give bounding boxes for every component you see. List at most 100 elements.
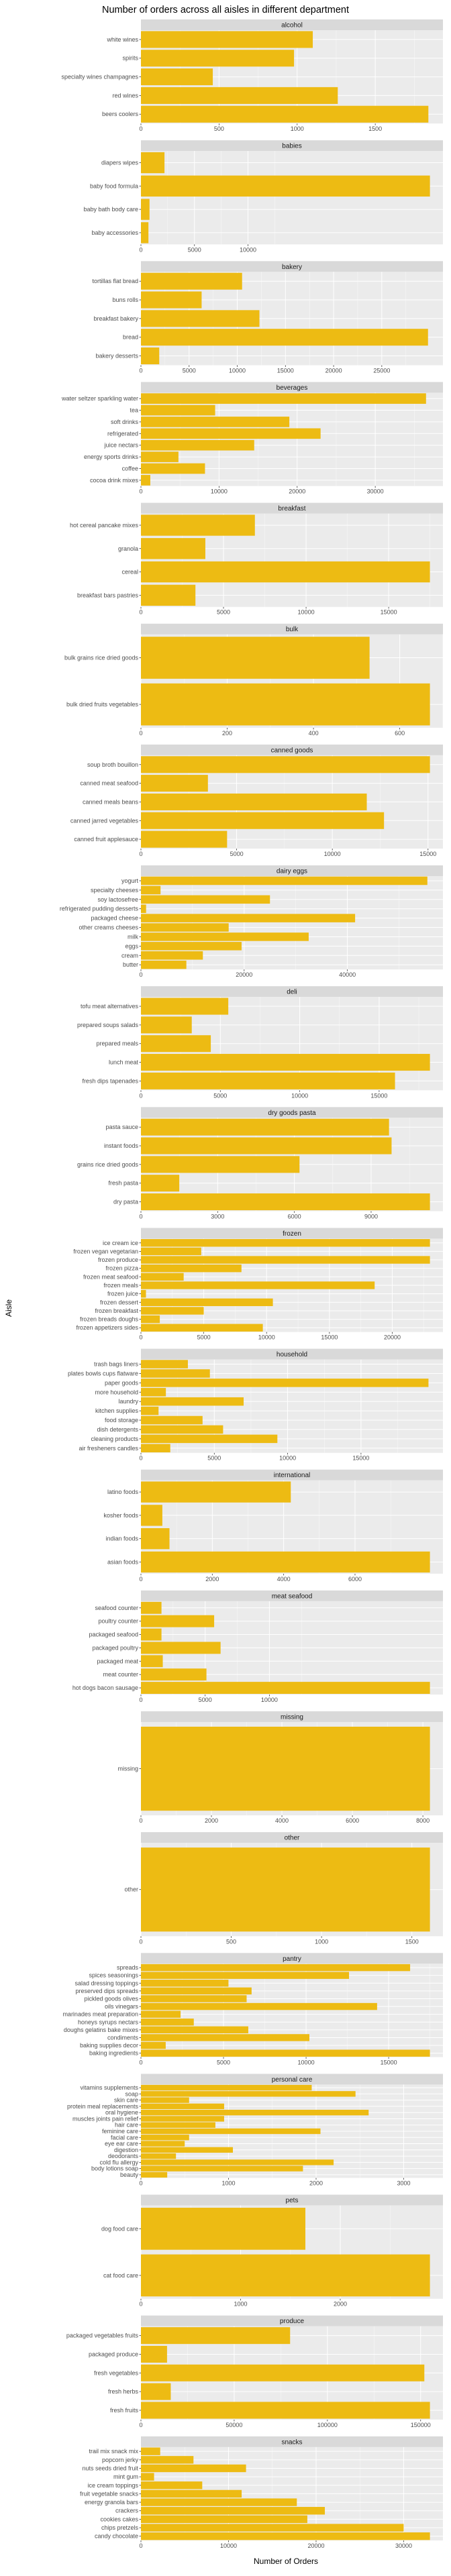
category-label: pasta sauce bbox=[105, 1124, 138, 1130]
bar-vitamins-supplements bbox=[141, 2084, 312, 2091]
bar-energy-sports-drinks bbox=[141, 451, 179, 462]
x-tick-label: 10000 bbox=[258, 1334, 275, 1341]
facet-panels: alcohol white wines spirits specialty wines… bbox=[60, 19, 444, 2549]
category-label: diapers wipes bbox=[101, 160, 139, 166]
bar-soap bbox=[141, 2091, 356, 2097]
x-tick-label: 15000 bbox=[419, 851, 436, 857]
facet-strip-label: breakfast bbox=[278, 505, 305, 513]
category-label: bakery desserts bbox=[95, 353, 138, 360]
category-label: fresh fruits bbox=[110, 2407, 139, 2414]
category-label: trail mix snack mix bbox=[89, 2448, 138, 2455]
x-tick-label: 15000 bbox=[321, 1334, 338, 1341]
x-tick-label: 10000 bbox=[220, 2542, 237, 2549]
x-tick-label: 5000 bbox=[230, 851, 244, 857]
category-label: eye ear care bbox=[105, 2141, 138, 2147]
x-tick-label: 0 bbox=[139, 246, 142, 253]
category-label: frozen juice bbox=[107, 1291, 138, 1297]
category-label: frozen appetizers sides bbox=[76, 1324, 138, 1331]
category-label: other bbox=[124, 1886, 138, 1893]
category-label: poultry counter bbox=[98, 1618, 138, 1625]
x-tick-label: 0 bbox=[139, 971, 142, 978]
bar-condiments bbox=[141, 2034, 309, 2041]
category-label: prepared meals bbox=[96, 1040, 138, 1047]
category-label: kosher foods bbox=[103, 1512, 138, 1519]
facet-strip bbox=[141, 1228, 443, 1239]
category-label: cleaning products bbox=[91, 1436, 138, 1442]
bar-bulk-grains-rice-dried-goods bbox=[141, 637, 370, 679]
category-label: bulk dried fruits vegetables bbox=[66, 701, 139, 708]
x-tick-label: 10000 bbox=[298, 609, 315, 616]
bar-honeys-syrups-nectars bbox=[141, 2019, 194, 2026]
bar-hot-cereal-pancake-mixes bbox=[141, 515, 255, 536]
x-tick-label: 1500 bbox=[405, 1938, 419, 1945]
bar-fresh-vegetables bbox=[141, 2364, 425, 2381]
bar-fresh-pasta bbox=[141, 1175, 180, 1192]
facet-strip bbox=[141, 19, 443, 30]
category-label: packaged seafood bbox=[89, 1631, 138, 1638]
bar-nuts-seeds-dried-fruit bbox=[141, 2464, 246, 2473]
facet-panel-dairy-eggs: dairy eggs yogurt specialty cheeses soy lac… bbox=[60, 865, 443, 978]
facet-strip-label: snacks bbox=[281, 2438, 302, 2446]
bar-frozen-produce bbox=[141, 1256, 430, 1264]
bar-baby-bath-body-care bbox=[141, 199, 150, 220]
category-label: instant foods bbox=[104, 1142, 139, 1149]
category-label: baking ingredients bbox=[89, 2050, 139, 2057]
category-label: refrigerated bbox=[107, 430, 138, 437]
category-label: cereal bbox=[121, 569, 138, 576]
x-tick-label: 5000 bbox=[188, 246, 201, 253]
bar-feminine-care bbox=[141, 2128, 321, 2135]
category-label: canned fruit applesauce bbox=[74, 836, 138, 843]
x-tick-label: 5000 bbox=[213, 1092, 227, 1099]
bar-cream bbox=[141, 951, 203, 960]
bar-other-creams-cheeses bbox=[141, 923, 229, 932]
category-label: refrigerated pudding desserts bbox=[60, 906, 139, 912]
category-label: oral hygiene bbox=[105, 2109, 138, 2116]
bar-beauty bbox=[141, 2171, 168, 2178]
facet-strip bbox=[141, 1711, 443, 1722]
x-tick-label: 2000 bbox=[205, 1576, 219, 1582]
category-label: spirits bbox=[122, 55, 138, 62]
x-tick-label: 3000 bbox=[211, 1213, 224, 1220]
facet-strip bbox=[141, 1953, 443, 1964]
bar-oral-hygiene bbox=[141, 2109, 369, 2116]
category-label: mint gum bbox=[113, 2473, 138, 2480]
x-tick-label: 10000 bbox=[261, 1697, 278, 1703]
x-tick-label: 600 bbox=[395, 730, 405, 737]
category-label: specialty cheeses bbox=[91, 887, 139, 894]
bar-fruit-vegetable-snacks bbox=[141, 2489, 242, 2498]
bar-asian-foods bbox=[141, 1551, 430, 1573]
category-label: packaged poultry bbox=[92, 1644, 138, 1651]
category-label: bread bbox=[123, 334, 138, 341]
x-tick-label: 0 bbox=[139, 1213, 142, 1220]
facet-panel-produce: produce packaged vegetables fruits package… bbox=[66, 2315, 443, 2428]
x-tick-label: 5000 bbox=[217, 2059, 230, 2065]
facet-panel-meat-seafood: meat seafood seafood counter poultry count… bbox=[72, 1590, 443, 1703]
bar-eggs bbox=[141, 942, 242, 951]
category-label: packaged cheese bbox=[91, 915, 138, 922]
x-tick-label: 10000 bbox=[211, 488, 228, 495]
bar-digestion bbox=[141, 2147, 234, 2153]
x-tick-label: 10000 bbox=[324, 851, 341, 857]
x-tick-label: 15000 bbox=[352, 1455, 369, 1462]
category-label: breakfast bars pastries bbox=[77, 592, 139, 598]
x-tick-label: 9000 bbox=[364, 1213, 378, 1220]
bar-juice-nectars bbox=[141, 439, 254, 451]
bar-tofu-meat-alternatives bbox=[141, 998, 229, 1015]
facet-strip-label: babies bbox=[282, 143, 301, 150]
bar-frozen-appetizers-sides bbox=[141, 1324, 263, 1332]
bar-fresh-fruits bbox=[141, 2402, 430, 2419]
category-label: water seltzer sparkling water bbox=[61, 395, 138, 402]
category-label: candy chocolate bbox=[95, 2533, 138, 2540]
bar-specialty-cheeses bbox=[141, 885, 161, 895]
facet-strip-label: dry goods pasta bbox=[268, 1110, 316, 1117]
category-label: baby accessories bbox=[91, 229, 138, 236]
category-label: protein meal replacements bbox=[67, 2103, 139, 2110]
facet-strip bbox=[141, 502, 443, 514]
facet-panel-other: other other 0 500 1000 1500 bbox=[124, 1832, 443, 1945]
bar-plates-bowls-cups-flatware bbox=[141, 1369, 210, 1378]
x-tick-label: 500 bbox=[226, 1938, 236, 1945]
category-label: meat counter bbox=[103, 1671, 138, 1678]
bar-diapers-wipes bbox=[141, 152, 165, 174]
